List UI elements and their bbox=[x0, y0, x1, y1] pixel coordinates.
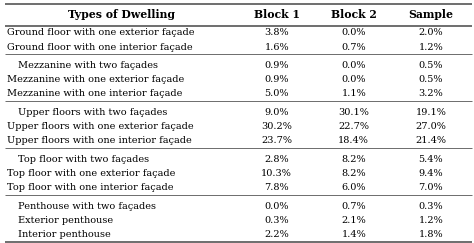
Text: 18.4%: 18.4% bbox=[338, 136, 369, 145]
Text: Ground floor with one exterior façade: Ground floor with one exterior façade bbox=[7, 28, 194, 37]
Text: Block 2: Block 2 bbox=[331, 9, 377, 20]
Text: Sample: Sample bbox=[408, 9, 453, 20]
Text: 1.1%: 1.1% bbox=[341, 89, 366, 98]
Text: Exterior penthouse: Exterior penthouse bbox=[18, 216, 113, 225]
Text: 0.9%: 0.9% bbox=[264, 61, 289, 70]
Text: Ground floor with one interior façade: Ground floor with one interior façade bbox=[7, 43, 192, 52]
Text: 0.5%: 0.5% bbox=[419, 61, 443, 70]
Text: 2.8%: 2.8% bbox=[264, 155, 289, 164]
Text: 21.4%: 21.4% bbox=[415, 136, 447, 145]
Text: 30.1%: 30.1% bbox=[338, 108, 369, 117]
Text: Mezzanine with one interior façade: Mezzanine with one interior façade bbox=[7, 89, 182, 98]
Text: 1.8%: 1.8% bbox=[419, 230, 443, 239]
Text: 0.7%: 0.7% bbox=[341, 43, 366, 52]
Text: 9.0%: 9.0% bbox=[264, 108, 289, 117]
Text: 0.3%: 0.3% bbox=[419, 202, 443, 211]
Text: 2.0%: 2.0% bbox=[419, 28, 443, 37]
Text: 1.4%: 1.4% bbox=[341, 230, 366, 239]
Text: Block 1: Block 1 bbox=[254, 9, 300, 20]
Text: 0.0%: 0.0% bbox=[264, 202, 289, 211]
Text: 0.0%: 0.0% bbox=[341, 28, 366, 37]
Text: Top floor with one interior façade: Top floor with one interior façade bbox=[7, 183, 173, 192]
Text: Top floor with one exterior façade: Top floor with one exterior façade bbox=[7, 169, 175, 178]
Text: 8.2%: 8.2% bbox=[341, 155, 366, 164]
Text: Penthouse with two façades: Penthouse with two façades bbox=[18, 202, 156, 211]
Text: 1.2%: 1.2% bbox=[419, 43, 443, 52]
Text: Upper floors with one interior façade: Upper floors with one interior façade bbox=[7, 136, 191, 145]
Text: Mezzanine with two façades: Mezzanine with two façades bbox=[18, 61, 158, 70]
Text: 8.2%: 8.2% bbox=[341, 169, 366, 178]
Text: 7.8%: 7.8% bbox=[264, 183, 289, 192]
Text: 2.2%: 2.2% bbox=[264, 230, 289, 239]
Text: Mezzanine with one exterior façade: Mezzanine with one exterior façade bbox=[7, 75, 184, 84]
Text: 1.2%: 1.2% bbox=[419, 216, 443, 225]
Text: 5.4%: 5.4% bbox=[419, 155, 443, 164]
Text: 27.0%: 27.0% bbox=[415, 122, 446, 131]
Text: 1.6%: 1.6% bbox=[264, 43, 289, 52]
Text: 7.0%: 7.0% bbox=[419, 183, 443, 192]
Text: 2.1%: 2.1% bbox=[341, 216, 366, 225]
Text: 0.0%: 0.0% bbox=[341, 61, 366, 70]
Text: 0.5%: 0.5% bbox=[419, 75, 443, 84]
Text: 0.7%: 0.7% bbox=[341, 202, 366, 211]
Text: Upper floors with two façades: Upper floors with two façades bbox=[18, 108, 167, 117]
Text: 5.0%: 5.0% bbox=[264, 89, 289, 98]
Text: 0.3%: 0.3% bbox=[264, 216, 289, 225]
Text: 6.0%: 6.0% bbox=[341, 183, 366, 192]
Text: 9.4%: 9.4% bbox=[419, 169, 443, 178]
Text: 22.7%: 22.7% bbox=[338, 122, 369, 131]
Text: Interior penthouse: Interior penthouse bbox=[18, 230, 111, 239]
Text: 0.0%: 0.0% bbox=[341, 75, 366, 84]
Text: 0.9%: 0.9% bbox=[264, 75, 289, 84]
Text: 19.1%: 19.1% bbox=[415, 108, 446, 117]
Text: 3.8%: 3.8% bbox=[264, 28, 289, 37]
Text: 30.2%: 30.2% bbox=[261, 122, 292, 131]
Text: Upper floors with one exterior façade: Upper floors with one exterior façade bbox=[7, 122, 193, 131]
Text: 3.2%: 3.2% bbox=[419, 89, 443, 98]
Text: 10.3%: 10.3% bbox=[261, 169, 292, 178]
Text: Types of Dwelling: Types of Dwelling bbox=[68, 9, 175, 20]
Text: Top floor with two façades: Top floor with two façades bbox=[18, 155, 149, 164]
Text: 23.7%: 23.7% bbox=[261, 136, 292, 145]
